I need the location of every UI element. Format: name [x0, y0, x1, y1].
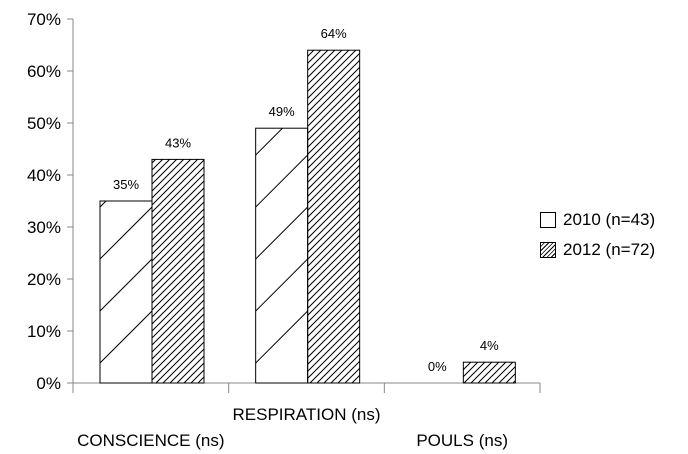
- value-label: 49%: [269, 104, 295, 119]
- value-label: 0%: [428, 359, 447, 374]
- category-label: RESPIRATION (ns): [233, 405, 381, 424]
- y-tick-label: 30%: [27, 218, 61, 237]
- legend-item-2010: 2010 (n=43): [540, 205, 655, 235]
- x-axis: [73, 383, 540, 393]
- y-tick-label: 60%: [27, 62, 61, 81]
- value-label: 4%: [480, 338, 499, 353]
- y-axis: 0% 10% 20% 30% 40% 50% 60% 70%: [27, 10, 73, 393]
- value-label: 35%: [113, 177, 139, 192]
- legend-swatch-2010: [540, 212, 556, 228]
- y-tick-label: 20%: [27, 270, 61, 289]
- bars: [100, 50, 515, 383]
- category-label: POULS (ns): [416, 431, 508, 450]
- legend-label-2012: 2012 (n=72): [563, 240, 655, 260]
- category-labels: CONSCIENCE (ns) RESPIRATION (ns) POULS (ns…: [77, 405, 508, 450]
- bar-2012-1: [308, 50, 360, 383]
- legend: 2010 (n=43) 2012 (n=72): [540, 205, 655, 265]
- y-tick-label: 50%: [27, 114, 61, 133]
- value-label: 43%: [165, 135, 191, 150]
- bar-2012-0: [152, 159, 204, 383]
- legend-swatch-2012: [540, 242, 556, 258]
- y-tick-label: 0%: [36, 374, 61, 393]
- category-label: CONSCIENCE (ns): [77, 431, 224, 450]
- y-tick-label: 10%: [27, 322, 61, 341]
- y-tick-label: 70%: [27, 10, 61, 29]
- value-label: 64%: [321, 26, 347, 41]
- y-tick-label: 40%: [27, 166, 61, 185]
- legend-item-2012: 2012 (n=72): [540, 235, 655, 265]
- legend-label-2010: 2010 (n=43): [563, 210, 655, 230]
- bar-2012-2: [463, 362, 515, 383]
- bar-2010-1: [256, 51, 308, 383]
- bar-2010-0: [100, 103, 152, 383]
